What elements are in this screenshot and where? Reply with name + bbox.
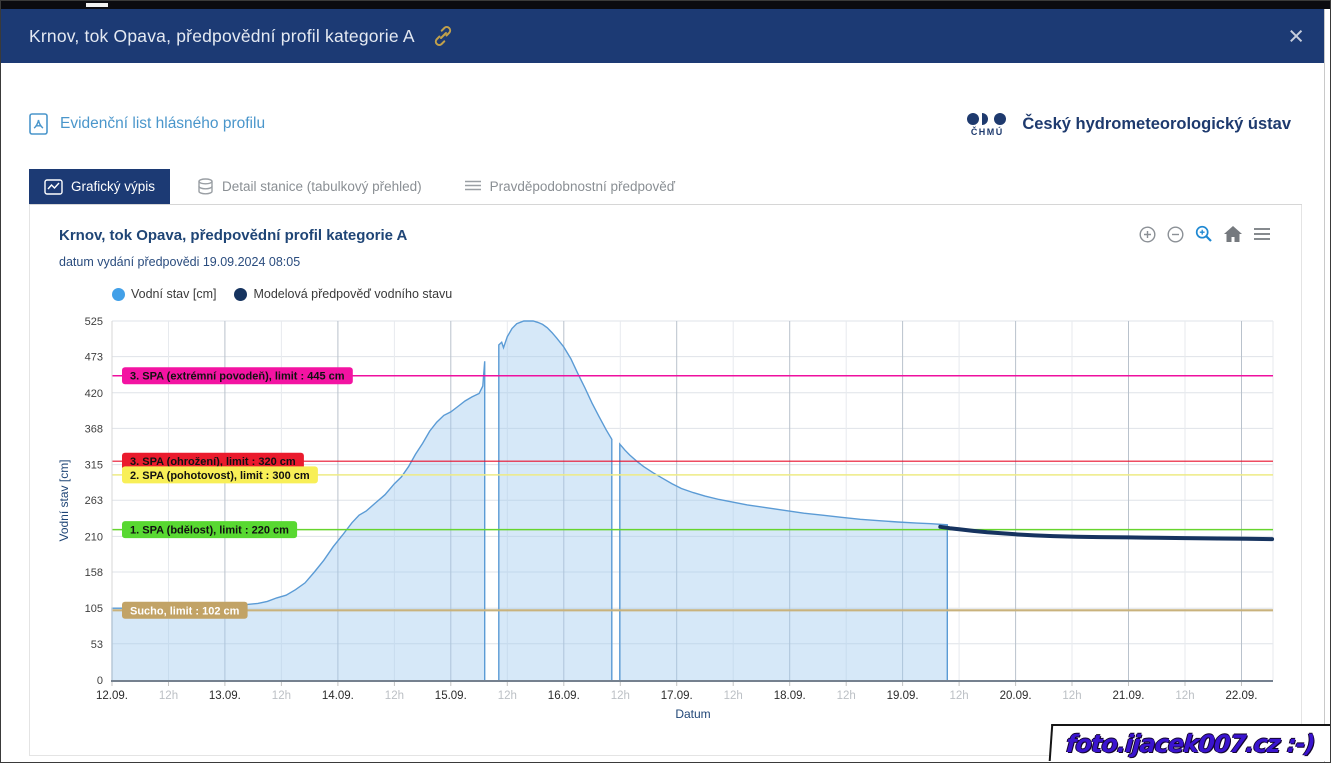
pdf-icon <box>29 113 48 135</box>
chart-toolbar <box>1139 225 1271 243</box>
svg-text:0: 0 <box>97 675 103 687</box>
chart-panel: Krnov, tok Opava, předpovědní profil kat… <box>29 205 1302 756</box>
evidence-sheet-label: Evidenční list hlásného profilu <box>60 115 265 133</box>
series-dot-observed <box>112 288 125 301</box>
org-name: Český hydrometeorologický ústav <box>1022 115 1291 134</box>
svg-text:263: 263 <box>85 495 103 507</box>
svg-text:13.09.: 13.09. <box>209 690 241 702</box>
series-dot-forecast <box>234 288 247 301</box>
database-icon <box>197 178 214 195</box>
svg-text:12h: 12h <box>837 690 856 702</box>
svg-text:53: 53 <box>91 639 103 651</box>
svg-text:19.09.: 19.09. <box>887 690 919 702</box>
legend-item-model-predpoved[interactable]: Modelová předpověď vodního stavu <box>234 287 452 301</box>
water-level-chart[interactable]: 0 53 105 158 210 263 315 368 420 473 525 12.09. 12h 1… <box>30 306 1303 751</box>
legend-item-vodni-stav[interactable]: Vodní stav [cm] <box>112 287 216 301</box>
evidence-sheet-link[interactable]: Evidenční list hlásného profilu <box>29 113 265 135</box>
svg-text:18.09.: 18.09. <box>774 690 806 702</box>
close-icon[interactable]: × <box>1288 23 1304 50</box>
svg-text:Datum: Datum <box>675 707 710 721</box>
page-gutter <box>1324 9 1330 763</box>
tab-detail-stanice[interactable]: Detail stanice (tabulkový přehled) <box>182 169 437 204</box>
org-branding: ČHMÚ Český hydrometeorologický ústav <box>964 112 1291 137</box>
svg-text:368: 368 <box>85 423 103 435</box>
tab-label: Grafický výpis <box>71 179 155 194</box>
watermark: foto.ijacek007.cz :-) <box>1049 724 1331 761</box>
legend-label: Vodní stav [cm] <box>131 287 216 301</box>
zoom-out-icon[interactable] <box>1167 226 1184 243</box>
tab-graficky-vypis[interactable]: Grafický výpis <box>29 169 170 204</box>
menu-icon[interactable] <box>1253 227 1271 241</box>
info-row: Evidenční list hlásného profilu ČHMÚ Čes… <box>29 101 1291 147</box>
svg-text:12h: 12h <box>950 690 969 702</box>
home-reset-icon[interactable] <box>1224 226 1242 242</box>
svg-text:2. SPA (pohotovost), limit : 3: 2. SPA (pohotovost), limit : 300 cm <box>130 470 310 482</box>
chart-icon <box>44 179 63 195</box>
lines-icon <box>464 179 482 194</box>
svg-text:20.09.: 20.09. <box>1000 690 1032 702</box>
tab-bar: Grafický výpis Detail stanice (tabulkový… <box>29 169 1302 205</box>
legend-label: Modelová předpověď vodního stavu <box>253 287 452 301</box>
svg-text:158: 158 <box>85 567 103 579</box>
svg-text:16.09.: 16.09. <box>548 690 580 702</box>
screenshot-root: Krnov, tok Opava, předpovědní profil kat… <box>0 0 1331 763</box>
svg-text:22.09.: 22.09. <box>1226 690 1258 702</box>
svg-text:210: 210 <box>85 531 103 543</box>
page-top-strip <box>1 1 1330 9</box>
svg-text:Vodní stav [cm]: Vodní stav [cm] <box>57 459 71 541</box>
permalink-icon[interactable] <box>431 24 455 48</box>
svg-text:14.09.: 14.09. <box>322 690 354 702</box>
svg-text:1. SPA (bdělost), limit : 220: 1. SPA (bdělost), limit : 220 cm <box>130 525 289 537</box>
svg-text:3. SPA (extrémní povodeň), lim: 3. SPA (extrémní povodeň), limit : 445 c… <box>130 371 345 383</box>
chart-legend: Vodní stav [cm] Modelová předpověď vodní… <box>112 287 452 301</box>
zoom-select-icon[interactable] <box>1195 225 1213 243</box>
svg-text:Sucho, limit : 102 cm: Sucho, limit : 102 cm <box>130 605 240 617</box>
svg-text:315: 315 <box>85 460 103 472</box>
svg-text:15.09.: 15.09. <box>435 690 467 702</box>
tab-label: Detail stanice (tabulkový přehled) <box>222 179 422 194</box>
svg-text:12h: 12h <box>611 690 630 702</box>
svg-text:12h: 12h <box>1175 690 1194 702</box>
svg-text:17.09.: 17.09. <box>661 690 693 702</box>
modal-title: Krnov, tok Opava, předpovědní profil kat… <box>29 26 415 47</box>
forecast-issued-date: datum vydání předpovědi 19.09.2024 08:05 <box>59 255 300 269</box>
svg-text:21.09.: 21.09. <box>1113 690 1145 702</box>
svg-text:12h: 12h <box>1062 690 1081 702</box>
page-top-artifact <box>86 3 108 7</box>
svg-text:12h: 12h <box>724 690 743 702</box>
zoom-in-icon[interactable] <box>1139 226 1156 243</box>
tab-label: Pravděpodobnostní předpověď <box>490 179 675 194</box>
modal-header: Krnov, tok Opava, předpovědní profil kat… <box>1 9 1326 63</box>
tab-pravdepodobnostni-predpoved[interactable]: Pravděpodobnostní předpověď <box>449 169 690 204</box>
svg-text:12h: 12h <box>385 690 404 702</box>
svg-text:12.09.: 12.09. <box>96 690 128 702</box>
svg-text:525: 525 <box>85 316 103 328</box>
chmu-logo-icon: ČHMÚ <box>964 112 1010 137</box>
chmu-abbr: ČHMÚ <box>971 127 1004 137</box>
svg-text:12h: 12h <box>498 690 517 702</box>
svg-text:473: 473 <box>85 352 103 364</box>
svg-text:420: 420 <box>85 388 103 400</box>
svg-text:105: 105 <box>85 603 103 615</box>
svg-text:12h: 12h <box>272 690 291 702</box>
svg-text:12h: 12h <box>159 690 178 702</box>
chart-title: Krnov, tok Opava, předpovědní profil kat… <box>59 227 407 244</box>
